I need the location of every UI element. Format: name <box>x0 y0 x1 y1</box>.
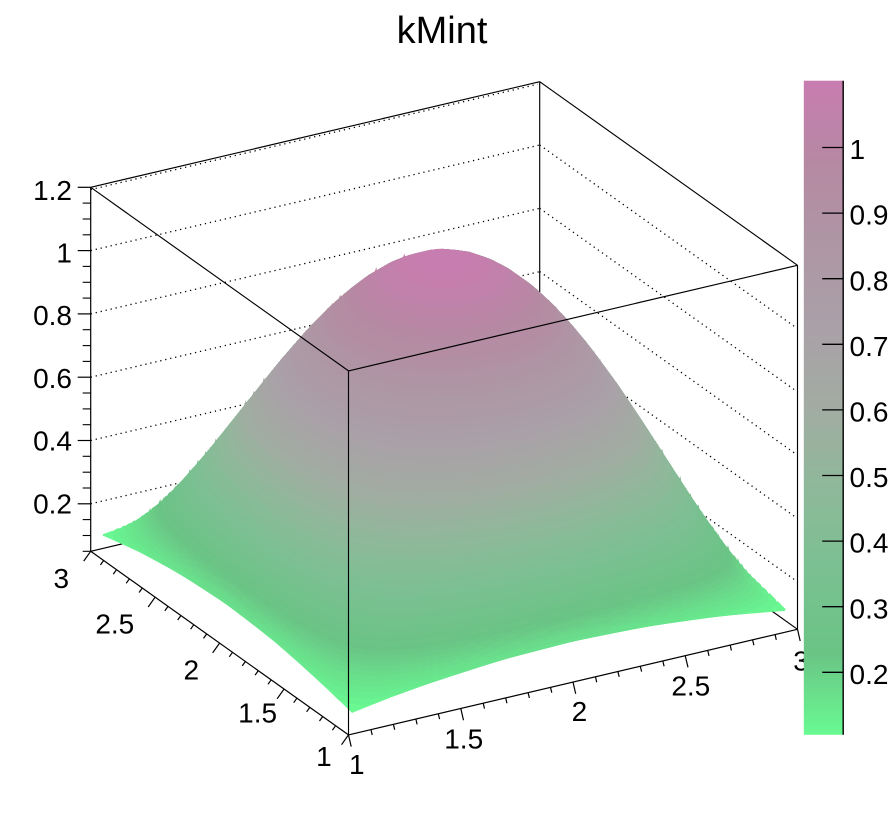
svg-text:3: 3 <box>54 563 70 594</box>
svg-text:1: 1 <box>349 749 365 780</box>
svg-text:2.5: 2.5 <box>671 671 710 702</box>
svg-text:0.2: 0.2 <box>850 659 888 690</box>
svg-text:2: 2 <box>184 654 200 685</box>
svg-text:0.7: 0.7 <box>850 331 888 362</box>
svg-text:1: 1 <box>56 238 72 269</box>
svg-text:0.8: 0.8 <box>33 300 72 331</box>
svg-text:0.5: 0.5 <box>850 462 888 493</box>
svg-text:1.2: 1.2 <box>33 175 72 206</box>
svg-text:0.6: 0.6 <box>33 363 72 394</box>
svg-text:0.3: 0.3 <box>850 593 888 624</box>
svg-text:0.9: 0.9 <box>850 200 888 231</box>
svg-text:1: 1 <box>850 134 866 165</box>
svg-text:2: 2 <box>572 696 588 727</box>
svg-text:1.5: 1.5 <box>238 698 277 729</box>
svg-text:0.4: 0.4 <box>850 528 888 559</box>
svg-text:2.5: 2.5 <box>95 609 134 640</box>
svg-text:1: 1 <box>316 741 332 772</box>
svg-text:kMint: kMint <box>397 10 488 52</box>
svg-text:0.2: 0.2 <box>33 489 72 520</box>
svg-text:0.8: 0.8 <box>850 265 888 296</box>
svg-text:0.4: 0.4 <box>33 426 72 457</box>
svg-text:1.5: 1.5 <box>444 724 483 755</box>
svg-text:0.6: 0.6 <box>850 397 888 428</box>
